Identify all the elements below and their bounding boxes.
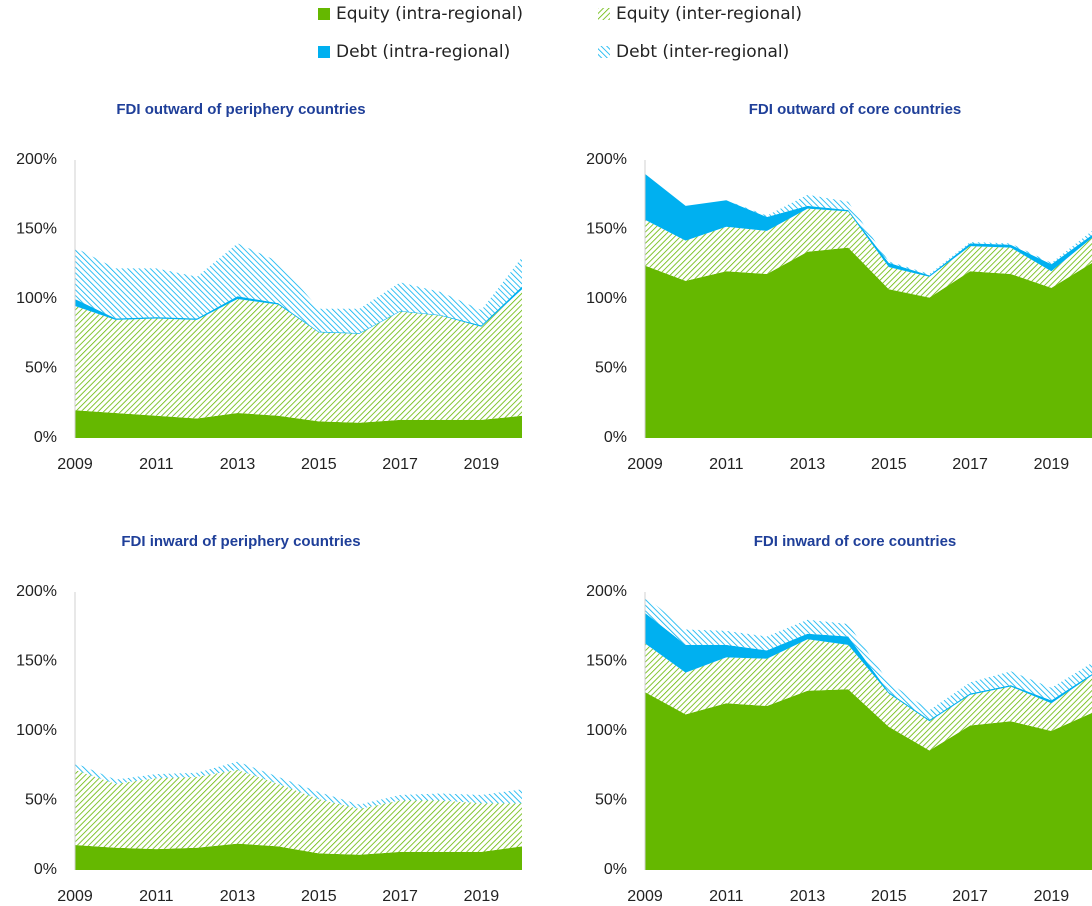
x-tick-label: 2015 <box>871 888 907 905</box>
y-tick-label: 150% <box>16 221 57 238</box>
y-tick-label: 150% <box>586 221 627 238</box>
chart-title: FDI inward of core countries <box>754 533 957 550</box>
x-tick-label: 2011 <box>139 456 174 473</box>
x-tick-label: 2019 <box>464 888 500 905</box>
y-tick-label: 0% <box>34 861 57 878</box>
y-tick-label: 0% <box>604 429 627 446</box>
legend-swatch <box>598 46 610 58</box>
legend-label: Equity (inter-regional) <box>616 4 802 24</box>
x-tick-label: 2017 <box>382 456 418 473</box>
legend-swatch <box>318 46 330 58</box>
x-tick-label: 2017 <box>952 888 988 905</box>
y-tick-label: 200% <box>16 151 57 168</box>
legend-label: Equity (intra-regional) <box>336 4 523 24</box>
y-tick-label: 50% <box>25 792 57 809</box>
x-tick-label: 2013 <box>790 456 826 473</box>
x-tick-label: 2013 <box>220 456 256 473</box>
x-tick-label: 2013 <box>790 888 826 905</box>
x-tick-label: 2017 <box>382 888 418 905</box>
area <box>75 769 522 855</box>
area <box>75 243 522 334</box>
y-tick-label: 200% <box>16 583 57 600</box>
area <box>75 761 522 809</box>
x-tick-label: 2015 <box>301 888 337 905</box>
x-tick-label: 2015 <box>301 456 337 473</box>
panel: FDI outward of core countries 0% 50% 100% 15… <box>586 101 1092 473</box>
y-tick-label: 100% <box>586 290 627 307</box>
x-tick-label: 2009 <box>57 888 93 905</box>
area <box>645 208 1092 298</box>
x-tick-label: 2009 <box>627 456 663 473</box>
y-tick-label: 0% <box>604 861 627 878</box>
y-tick-label: 100% <box>16 722 57 739</box>
area <box>75 843 522 870</box>
y-tick-label: 50% <box>595 360 627 377</box>
area <box>645 247 1092 438</box>
x-tick-label: 2011 <box>709 888 744 905</box>
area <box>645 173 1092 277</box>
chart-title: FDI outward of periphery countries <box>116 101 365 118</box>
x-tick-label: 2009 <box>57 456 93 473</box>
x-tick-label: 2017 <box>952 456 988 473</box>
panel: FDI inward of core countries 0% 50% 100% 150… <box>586 533 1092 905</box>
panel: FDI outward of periphery countries 0% 50% 1… <box>16 101 522 473</box>
y-tick-label: 100% <box>16 290 57 307</box>
x-tick-label: 2011 <box>709 456 744 473</box>
x-tick-label: 2013 <box>220 888 256 905</box>
area <box>645 639 1092 751</box>
legend-label: Debt (inter-regional) <box>616 42 789 62</box>
legend-swatch <box>318 8 330 20</box>
x-tick-label: 2009 <box>627 888 663 905</box>
area <box>645 689 1092 870</box>
y-tick-label: 150% <box>16 653 57 670</box>
y-tick-label: 100% <box>586 722 627 739</box>
x-tick-label: 2015 <box>871 456 907 473</box>
chart-title: FDI outward of core countries <box>749 101 962 118</box>
y-tick-label: 50% <box>595 792 627 809</box>
legend-swatch <box>598 8 610 20</box>
area <box>75 410 522 438</box>
x-tick-label: 2019 <box>1034 888 1070 905</box>
y-tick-label: 0% <box>34 429 57 446</box>
panel: FDI inward of periphery countries 0% 50% 10… <box>16 533 522 905</box>
area <box>645 596 1092 720</box>
x-tick-label: 2019 <box>464 456 500 473</box>
y-tick-label: 200% <box>586 583 627 600</box>
legend-label: Debt (intra-regional) <box>336 42 510 62</box>
chart-title: FDI inward of periphery countries <box>121 533 360 550</box>
y-tick-label: 200% <box>586 151 627 168</box>
x-tick-label: 2019 <box>1034 456 1070 473</box>
x-tick-label: 2011 <box>139 888 174 905</box>
area <box>75 289 522 423</box>
y-tick-label: 50% <box>25 360 57 377</box>
y-tick-label: 150% <box>586 653 627 670</box>
area <box>645 612 1092 722</box>
